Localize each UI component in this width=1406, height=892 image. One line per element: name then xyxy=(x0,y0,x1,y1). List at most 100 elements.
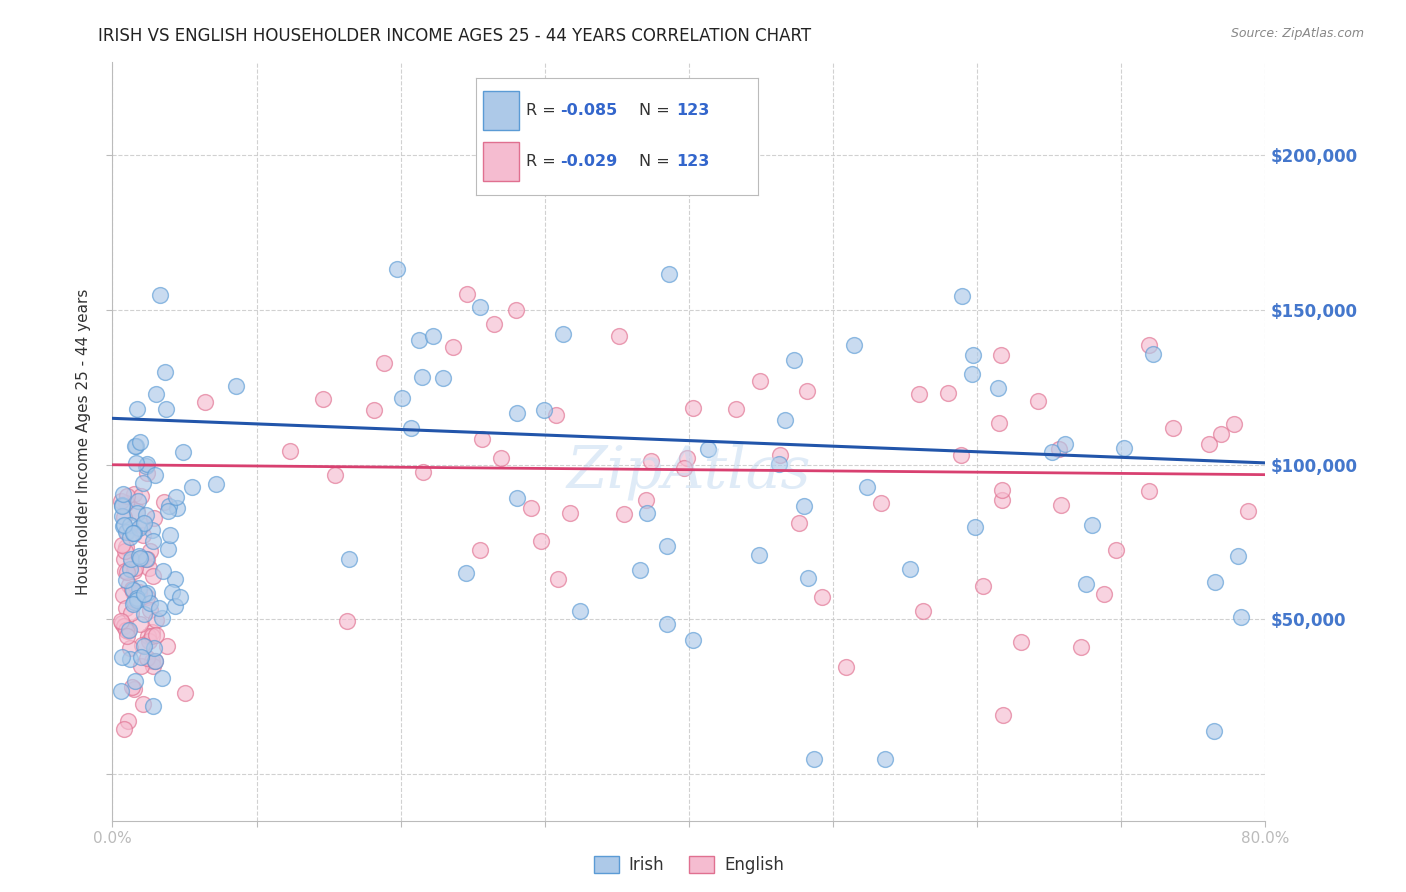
English xyxy=(558,506,581,520)
Irish xyxy=(125,592,148,607)
Irish xyxy=(122,582,145,597)
English xyxy=(131,518,153,533)
English xyxy=(114,722,136,736)
Irish xyxy=(124,439,146,453)
English xyxy=(505,303,527,318)
Irish xyxy=(797,571,820,585)
English xyxy=(141,654,163,668)
English xyxy=(131,659,153,673)
English xyxy=(769,448,792,462)
Irish xyxy=(148,600,170,615)
English xyxy=(156,639,179,653)
Irish xyxy=(153,365,176,379)
Irish xyxy=(122,598,145,612)
English xyxy=(1211,426,1233,441)
English xyxy=(124,682,146,697)
Irish xyxy=(432,371,454,385)
Irish xyxy=(125,456,148,470)
Irish xyxy=(163,599,186,614)
Legend: Irish, English: Irish, English xyxy=(588,849,790,880)
Irish xyxy=(682,632,704,647)
English xyxy=(136,650,159,665)
English xyxy=(835,659,858,673)
English xyxy=(174,686,197,700)
Irish xyxy=(149,288,172,302)
Irish xyxy=(125,439,148,453)
English xyxy=(640,453,662,467)
English xyxy=(547,572,569,586)
Irish xyxy=(160,585,183,599)
Irish xyxy=(111,498,134,512)
Irish xyxy=(655,539,678,553)
English xyxy=(194,395,217,409)
Irish xyxy=(533,403,555,417)
English xyxy=(471,433,494,447)
English xyxy=(796,384,818,398)
English xyxy=(115,629,138,643)
Irish xyxy=(143,641,166,656)
English xyxy=(114,544,136,558)
English xyxy=(278,443,301,458)
English xyxy=(121,582,143,596)
Irish xyxy=(1226,549,1249,563)
Irish xyxy=(111,519,134,533)
English xyxy=(544,409,567,423)
Irish xyxy=(568,604,591,618)
English xyxy=(135,466,157,480)
Irish xyxy=(783,353,806,368)
Irish xyxy=(506,405,529,419)
English xyxy=(412,466,434,480)
English xyxy=(990,483,1012,497)
Irish xyxy=(132,516,155,531)
English xyxy=(128,585,150,599)
English xyxy=(787,516,810,530)
English xyxy=(143,511,166,525)
Irish xyxy=(132,587,155,601)
Irish xyxy=(157,499,180,513)
English xyxy=(441,341,464,355)
Irish xyxy=(169,591,191,605)
Irish xyxy=(773,413,796,427)
Irish xyxy=(1054,437,1077,451)
English xyxy=(869,496,891,510)
Irish xyxy=(696,442,718,457)
Irish xyxy=(128,549,150,564)
Irish xyxy=(111,499,134,513)
English xyxy=(129,551,152,566)
English xyxy=(122,585,145,599)
Irish xyxy=(132,475,155,490)
English xyxy=(136,590,159,604)
Irish xyxy=(127,494,149,508)
English xyxy=(124,487,146,501)
English xyxy=(120,555,142,569)
Irish xyxy=(152,564,174,578)
Irish xyxy=(960,367,983,381)
English xyxy=(112,551,135,566)
Irish xyxy=(122,526,145,541)
Irish xyxy=(134,607,156,622)
English xyxy=(132,528,155,542)
English xyxy=(112,509,135,524)
Irish xyxy=(136,458,159,472)
Irish xyxy=(118,517,141,532)
English xyxy=(124,564,146,578)
English xyxy=(114,564,136,578)
English xyxy=(1198,437,1220,451)
Irish xyxy=(118,530,141,544)
English xyxy=(1026,393,1049,408)
Irish xyxy=(135,552,157,566)
English xyxy=(115,489,138,503)
Irish xyxy=(142,699,165,714)
Irish xyxy=(150,671,173,685)
Irish xyxy=(124,674,146,689)
English xyxy=(112,619,135,633)
Irish xyxy=(159,528,181,542)
English xyxy=(988,417,1011,431)
English xyxy=(124,593,146,607)
English xyxy=(124,561,146,575)
English xyxy=(363,403,385,417)
Irish xyxy=(391,391,413,405)
English xyxy=(111,538,134,552)
English xyxy=(112,588,135,602)
Irish xyxy=(120,552,142,566)
